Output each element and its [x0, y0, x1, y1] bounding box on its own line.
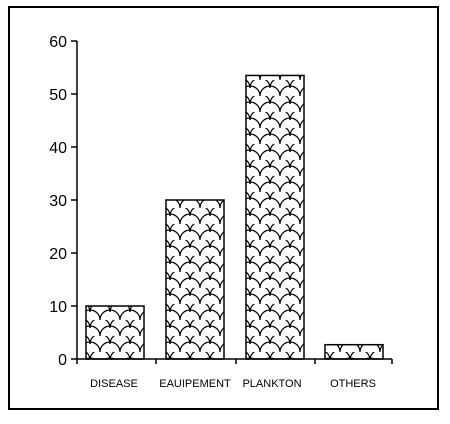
bar-others	[324, 343, 384, 360]
y-axis: 0 10 20 30 40 50 60	[49, 34, 78, 369]
y-tick-label: 40	[49, 140, 67, 157]
bar-disease	[85, 305, 145, 360]
y-tick-label: 30	[49, 193, 67, 210]
y-tick-label: 10	[49, 299, 67, 316]
bar-eauipement	[165, 199, 225, 360]
x-category-label: DISEASE	[90, 378, 138, 390]
y-tick-label: 20	[49, 246, 67, 263]
x-category-label: PLANKTON	[242, 378, 301, 390]
x-category-label: EAUIPEMENT	[159, 378, 231, 390]
y-tick-label: 0	[58, 352, 67, 369]
bars	[85, 74, 384, 360]
y-tick-label: 60	[49, 34, 67, 51]
y-tick-label: 50	[49, 87, 67, 104]
bar-plankton	[245, 74, 305, 360]
x-axis: DISEASE EAUIPEMENT PLANKTON OTHERS	[76, 358, 393, 390]
x-category-label: OTHERS	[330, 378, 376, 390]
